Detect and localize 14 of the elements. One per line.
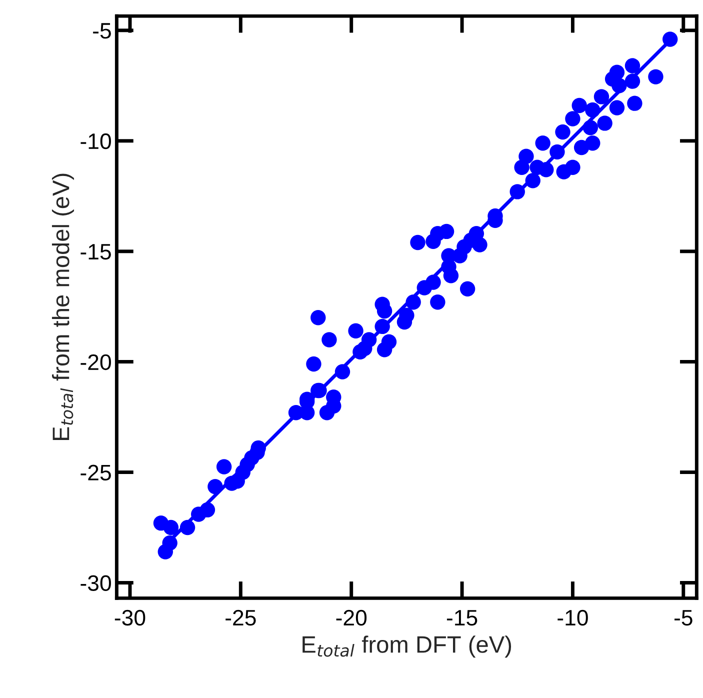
x-tick-label: -15 (446, 610, 478, 626)
x-tick-label: -5 (674, 610, 692, 626)
y-tick-label: -15 (80, 244, 111, 260)
y-tick-label: -25 (80, 464, 111, 481)
x-tick-label: -10 (558, 610, 588, 626)
y-tick-label: -5 (93, 23, 111, 39)
y-tick-label: -10 (80, 133, 111, 150)
x-tick-label: -20 (336, 610, 367, 626)
y-axis-title: E$_{total}$ from the model (eV) (52, 174, 74, 440)
x-tick-label: -30 (114, 610, 146, 626)
y-tick-label: -20 (80, 354, 111, 370)
x-tick-label: -25 (226, 610, 256, 626)
x-axis-title: E$_{total}$ from DFT (eV) (302, 636, 512, 658)
y-tick-label: -30 (80, 575, 111, 591)
